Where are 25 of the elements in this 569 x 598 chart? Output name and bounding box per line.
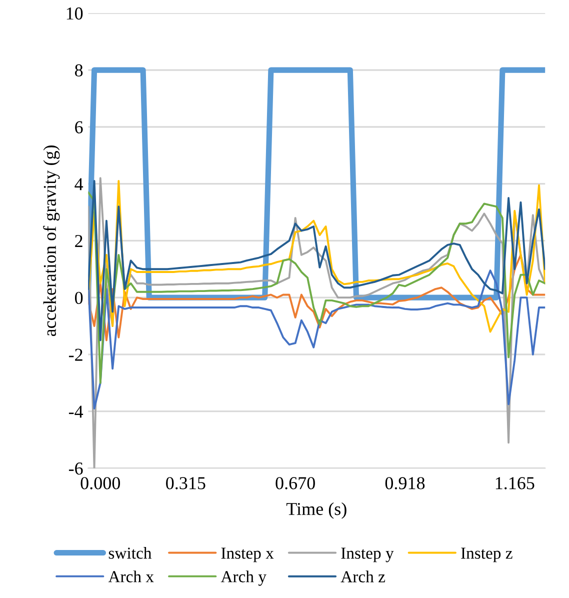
y-tick-label: 4 — [74, 178, 84, 190]
y-tick-label: 8 — [74, 64, 83, 76]
x-axis-title: Time (s) — [286, 502, 346, 519]
legend-label: Arch x — [108, 570, 154, 582]
x-tick-label: 1.165 — [496, 477, 534, 490]
legend-label: Instep y — [341, 548, 394, 562]
y-tick-label: -4 — [68, 406, 84, 418]
y-axis-title: accekeration of gravity (g) — [43, 145, 60, 336]
legend-label: Arch z — [340, 570, 386, 582]
y-tick-label: 0 — [74, 292, 83, 304]
legend-label: Instep z — [461, 548, 512, 562]
x-tick-label: 0.918 — [385, 477, 425, 490]
y-tick-label: -2 — [68, 348, 82, 361]
y-tick-label: -6 — [68, 462, 83, 475]
y-tick-label: 10 — [66, 7, 83, 20]
line-series — [88, 191, 546, 384]
legend-label: Instep x — [221, 548, 274, 562]
x-tick-label: 0.000 — [80, 477, 120, 490]
x-tick-label: 0.670 — [276, 477, 315, 490]
y-tick-label: 6 — [75, 121, 83, 134]
line-series — [88, 270, 546, 410]
x-tick-label: 0.315 — [166, 477, 206, 490]
legend-label: switch — [108, 547, 152, 559]
legend-label: Arch y — [220, 570, 266, 586]
y-tick-label: 2 — [75, 235, 82, 247]
